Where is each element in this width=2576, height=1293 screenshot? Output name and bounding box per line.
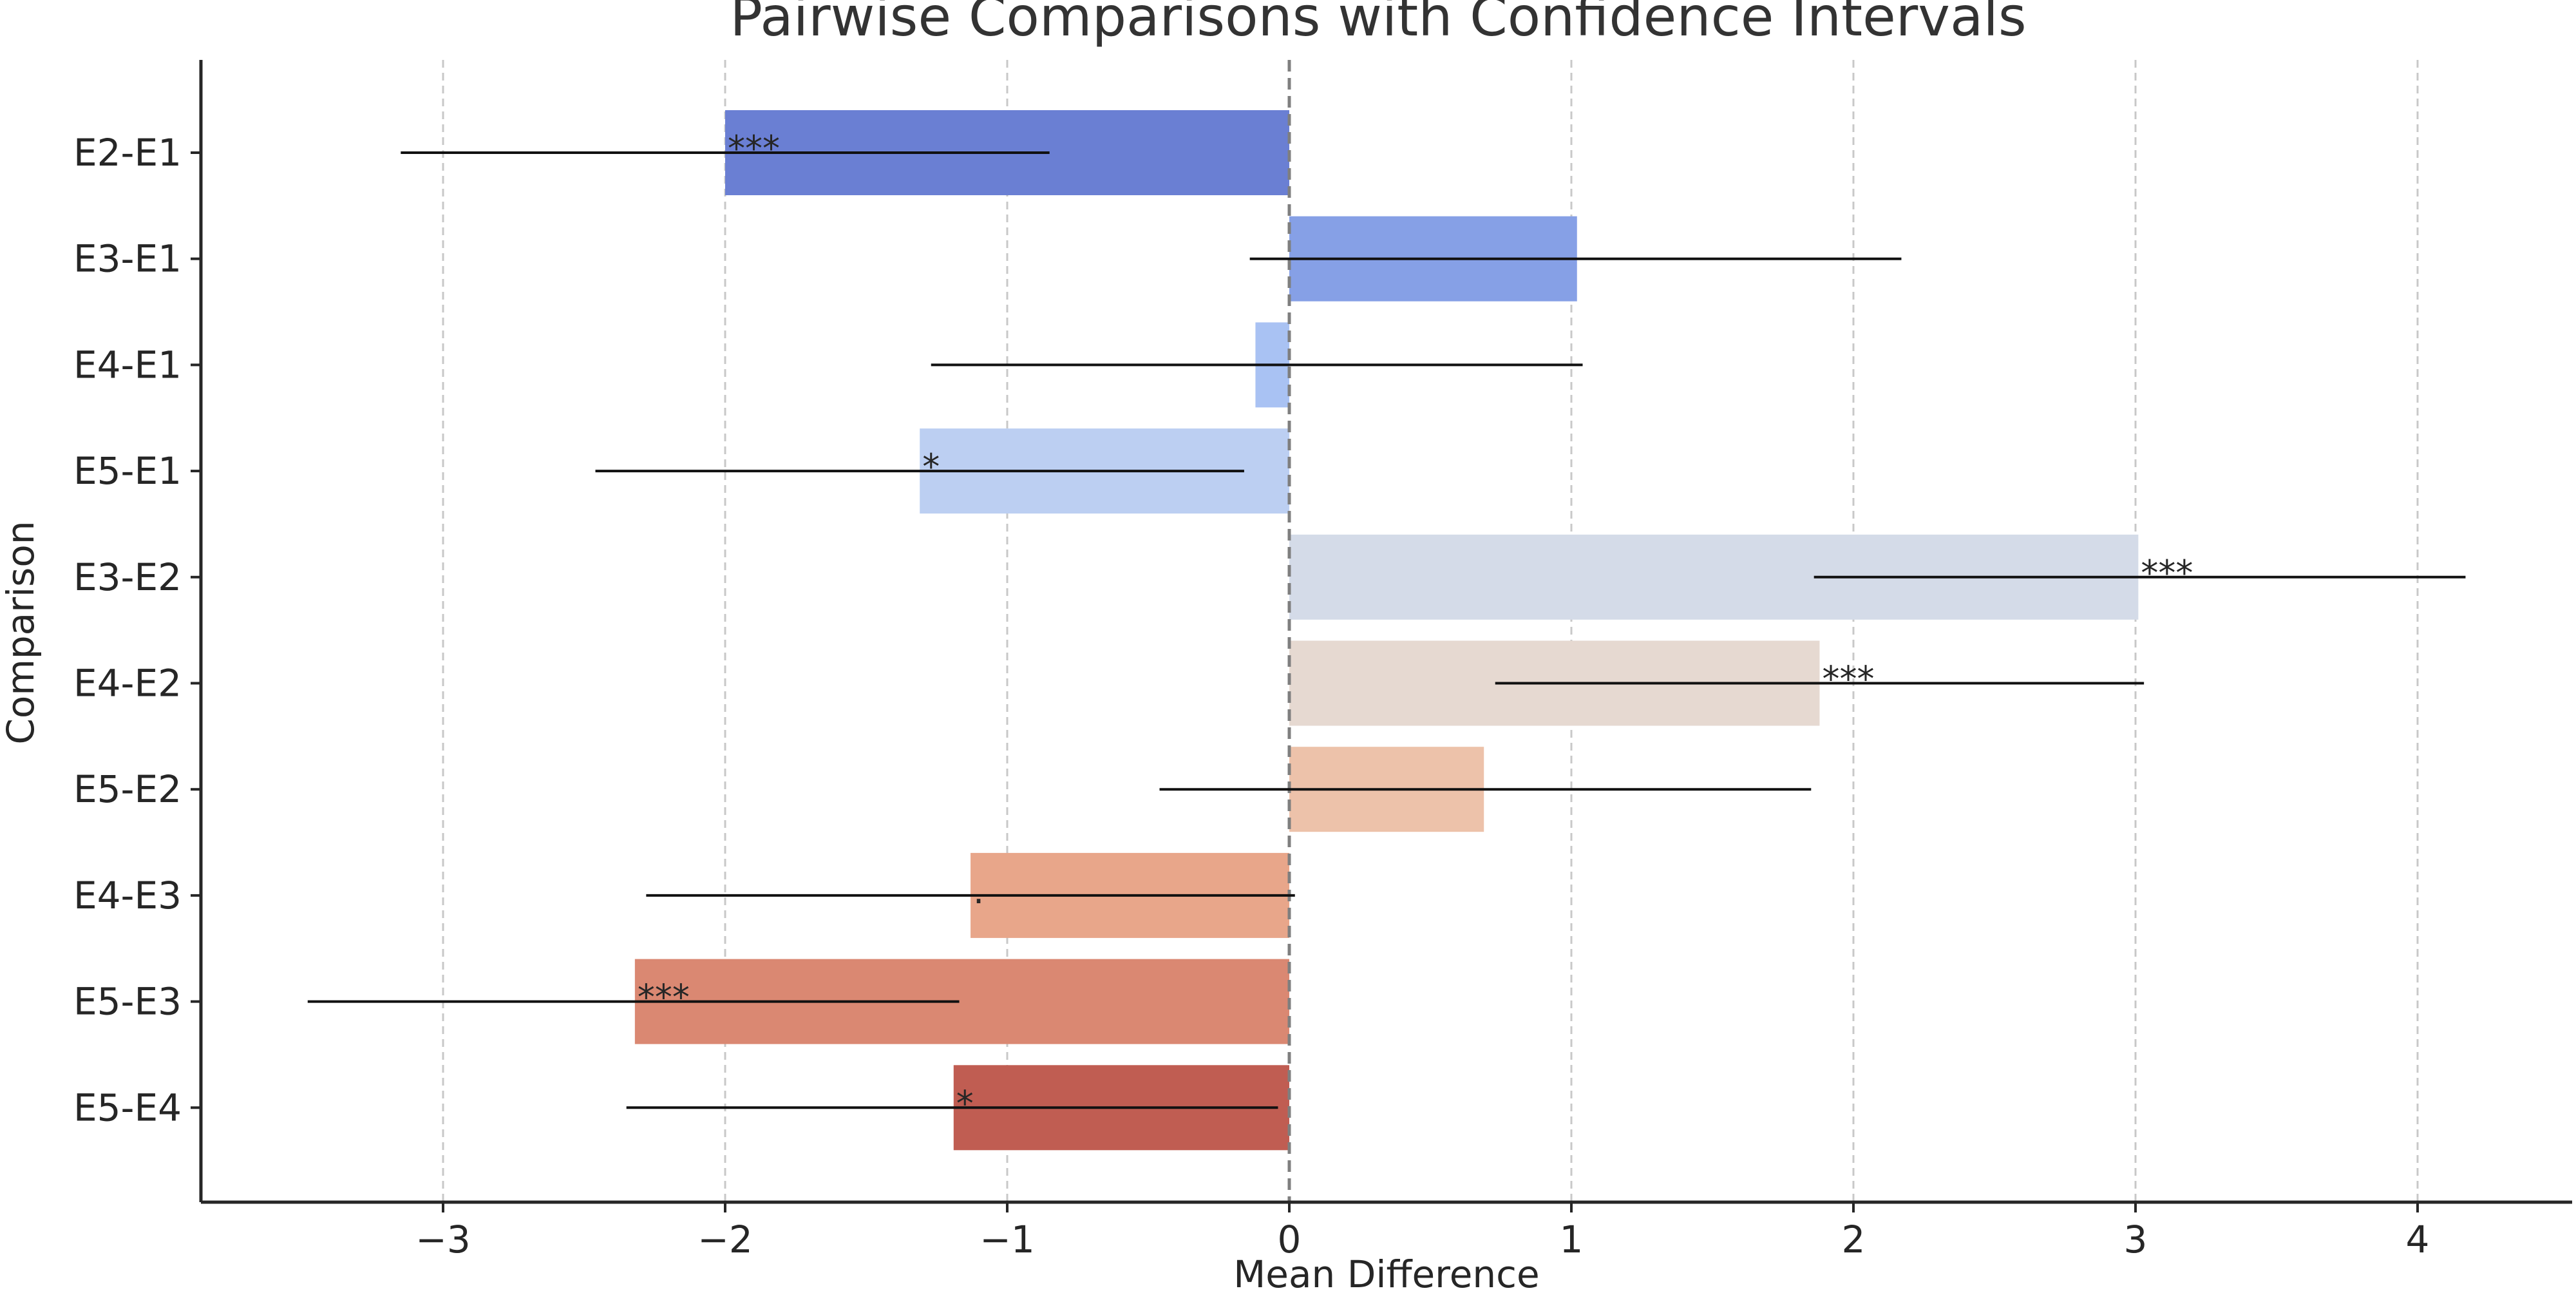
bars	[634, 110, 2139, 1151]
axes	[199, 60, 2572, 1204]
x-tick-label: 3	[2124, 1218, 2148, 1261]
y-tick-label: E3-E2	[73, 555, 182, 599]
x-ticks: −3 −2 −1 0 1 2 3 4	[415, 1202, 2429, 1261]
significance-label: ***	[2141, 553, 2193, 593]
y-tick-label: E3-E1	[73, 237, 182, 281]
chart-title: Pairwise Comparisons with Confidence Int…	[730, 0, 2026, 48]
y-tick-label: E5-E4	[73, 1086, 182, 1129]
x-tick-label: −3	[415, 1218, 471, 1261]
significance-label: ***	[638, 977, 690, 1018]
y-ticks: E2-E1 E3-E1 E4-E1 E5-E1 E3-E2 E4-E2 E5-E2 E4-E3…	[73, 131, 201, 1129]
significance-label: *	[956, 1083, 974, 1124]
x-tick-label: 4	[2406, 1218, 2430, 1261]
y-tick-label: E4-E2	[73, 662, 182, 705]
y-tick-label: E4-E3	[73, 874, 182, 917]
x-tick-label: 1	[1560, 1218, 1584, 1261]
y-tick-label: E2-E1	[73, 131, 182, 175]
y-axis-label: Comparison	[0, 521, 43, 744]
grid-lines	[442, 60, 2419, 1202]
significance-labels: **********.****	[638, 128, 2193, 1124]
y-tick-label: E4-E1	[73, 343, 182, 387]
significance-label: ***	[1822, 659, 1874, 700]
y-tick-label: E5-E1	[73, 449, 182, 493]
significance-label: ***	[728, 128, 780, 169]
x-tick-label: 0	[1278, 1218, 1302, 1261]
significance-label: .	[973, 871, 984, 912]
x-tick-label: −2	[697, 1218, 753, 1261]
y-tick-label: E5-E2	[73, 767, 182, 811]
x-tick-label: 2	[1842, 1218, 1866, 1261]
confidence-intervals	[307, 151, 2466, 1109]
y-tick-label: E5-E3	[73, 980, 182, 1024]
x-axis-label: Mean Difference	[1233, 1252, 1539, 1293]
x-tick-label: −1	[980, 1218, 1035, 1261]
significance-label: *	[922, 446, 940, 487]
